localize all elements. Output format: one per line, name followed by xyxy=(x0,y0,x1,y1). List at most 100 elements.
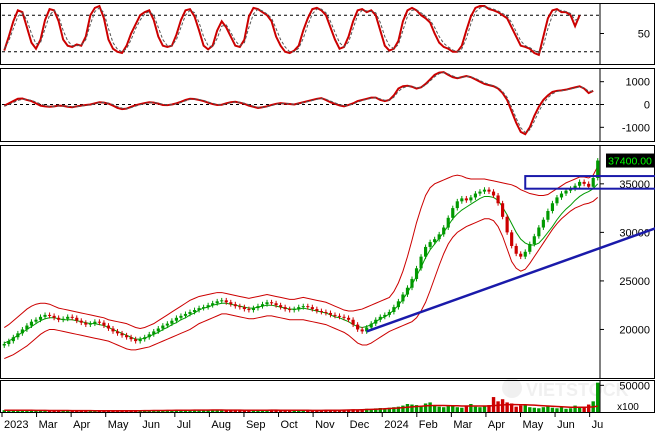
candle-body xyxy=(415,268,418,279)
candle-body xyxy=(148,334,151,337)
candle-body xyxy=(583,182,586,184)
candle-body xyxy=(510,232,513,246)
candle-body xyxy=(170,321,173,324)
candle-body xyxy=(370,324,373,328)
candle-body xyxy=(211,303,214,305)
candle-body xyxy=(207,305,210,307)
candle-body xyxy=(238,306,241,307)
volume-bar xyxy=(483,406,486,412)
candle-body xyxy=(3,344,6,345)
stochastic-oscillator-y-tick-label: 50 xyxy=(638,29,650,41)
volume-bar xyxy=(533,408,536,412)
volume-bar xyxy=(524,405,527,412)
x-axis-month-label: Aug xyxy=(211,419,231,431)
volume-bar xyxy=(456,407,459,412)
candle-body xyxy=(451,208,454,218)
candle-body xyxy=(361,329,364,331)
x-axis-month-label: Oct xyxy=(281,419,298,431)
candle-body xyxy=(179,316,182,318)
candle-body xyxy=(401,295,404,302)
candle-body xyxy=(111,328,114,331)
candle-body xyxy=(333,315,336,316)
candle-body xyxy=(410,279,413,288)
volume-bar xyxy=(569,408,572,412)
candle-body xyxy=(483,190,486,192)
candle-body xyxy=(578,182,581,186)
candle-body xyxy=(419,257,422,269)
candle-body xyxy=(21,329,24,333)
candle-body xyxy=(356,325,359,330)
candle-body xyxy=(202,307,205,308)
candle-body xyxy=(80,321,83,323)
candle-body xyxy=(116,331,119,333)
x-axis-month-label: Apr xyxy=(488,419,505,431)
candle-body xyxy=(429,242,432,247)
x-axis-month-label: Jul xyxy=(177,419,191,431)
candle-body xyxy=(247,309,250,310)
volume-bar xyxy=(542,407,545,412)
volume-bar xyxy=(410,405,413,412)
candle-body xyxy=(551,203,554,211)
x-axis-month-label: Jun xyxy=(557,419,575,431)
candle-body xyxy=(252,308,255,310)
volume-bar xyxy=(537,408,540,412)
volume-bar xyxy=(424,403,427,412)
candle-body xyxy=(515,246,518,254)
price-y-tick-label: 30000 xyxy=(619,227,650,239)
candle-body xyxy=(284,307,287,309)
candle-body xyxy=(442,228,445,235)
candle-body xyxy=(374,320,377,324)
candle-body xyxy=(30,322,33,326)
candle-body xyxy=(125,335,128,337)
x-axis-month-label: Nov xyxy=(315,419,335,431)
x-axis-month-label: May xyxy=(108,419,129,431)
candle-body xyxy=(465,198,468,200)
candle-body xyxy=(501,203,504,217)
x-axis-month-label: May xyxy=(522,419,543,431)
x-axis-month-label: Mar xyxy=(453,419,472,431)
candle-body xyxy=(496,195,499,203)
candle-body xyxy=(120,333,123,335)
candle-body xyxy=(546,211,549,220)
volume-bar xyxy=(492,397,495,412)
candle-body xyxy=(447,218,450,228)
candle-body xyxy=(98,322,101,323)
candle-body xyxy=(43,315,46,317)
candle-body xyxy=(338,316,341,317)
candle-body xyxy=(469,197,472,200)
volume-bar xyxy=(560,407,563,412)
candle-body xyxy=(166,324,169,326)
candle-body xyxy=(57,318,60,320)
volume-bar xyxy=(546,406,549,412)
candle-body xyxy=(506,217,509,233)
candle-body xyxy=(379,317,382,320)
volume-bar xyxy=(528,407,531,412)
candle-body xyxy=(302,306,305,307)
volume-bar xyxy=(587,405,590,412)
candle-body xyxy=(315,309,318,311)
candle-body xyxy=(397,301,400,307)
volume-bar xyxy=(564,409,567,412)
candle-body xyxy=(274,303,277,305)
candle-body xyxy=(16,333,19,337)
candle-body xyxy=(537,228,540,237)
candle-body xyxy=(297,307,300,309)
candle-body xyxy=(293,309,296,310)
watermark-text: VIETSTOCK xyxy=(526,380,629,400)
candle-body xyxy=(456,201,459,208)
candle-body xyxy=(71,317,74,318)
candle-body xyxy=(261,304,264,306)
candle-body xyxy=(324,312,327,313)
candle-body xyxy=(89,324,92,325)
x-axis-month-label: Apr xyxy=(73,419,90,431)
candle-body xyxy=(66,317,69,319)
candle-body xyxy=(474,194,477,198)
candle-body xyxy=(555,197,558,203)
candle-body xyxy=(130,337,133,339)
volume-bar xyxy=(505,402,508,412)
candle-body xyxy=(175,318,178,321)
candle-body xyxy=(388,312,391,315)
candle-body xyxy=(229,302,232,304)
volume-bar xyxy=(555,408,558,412)
